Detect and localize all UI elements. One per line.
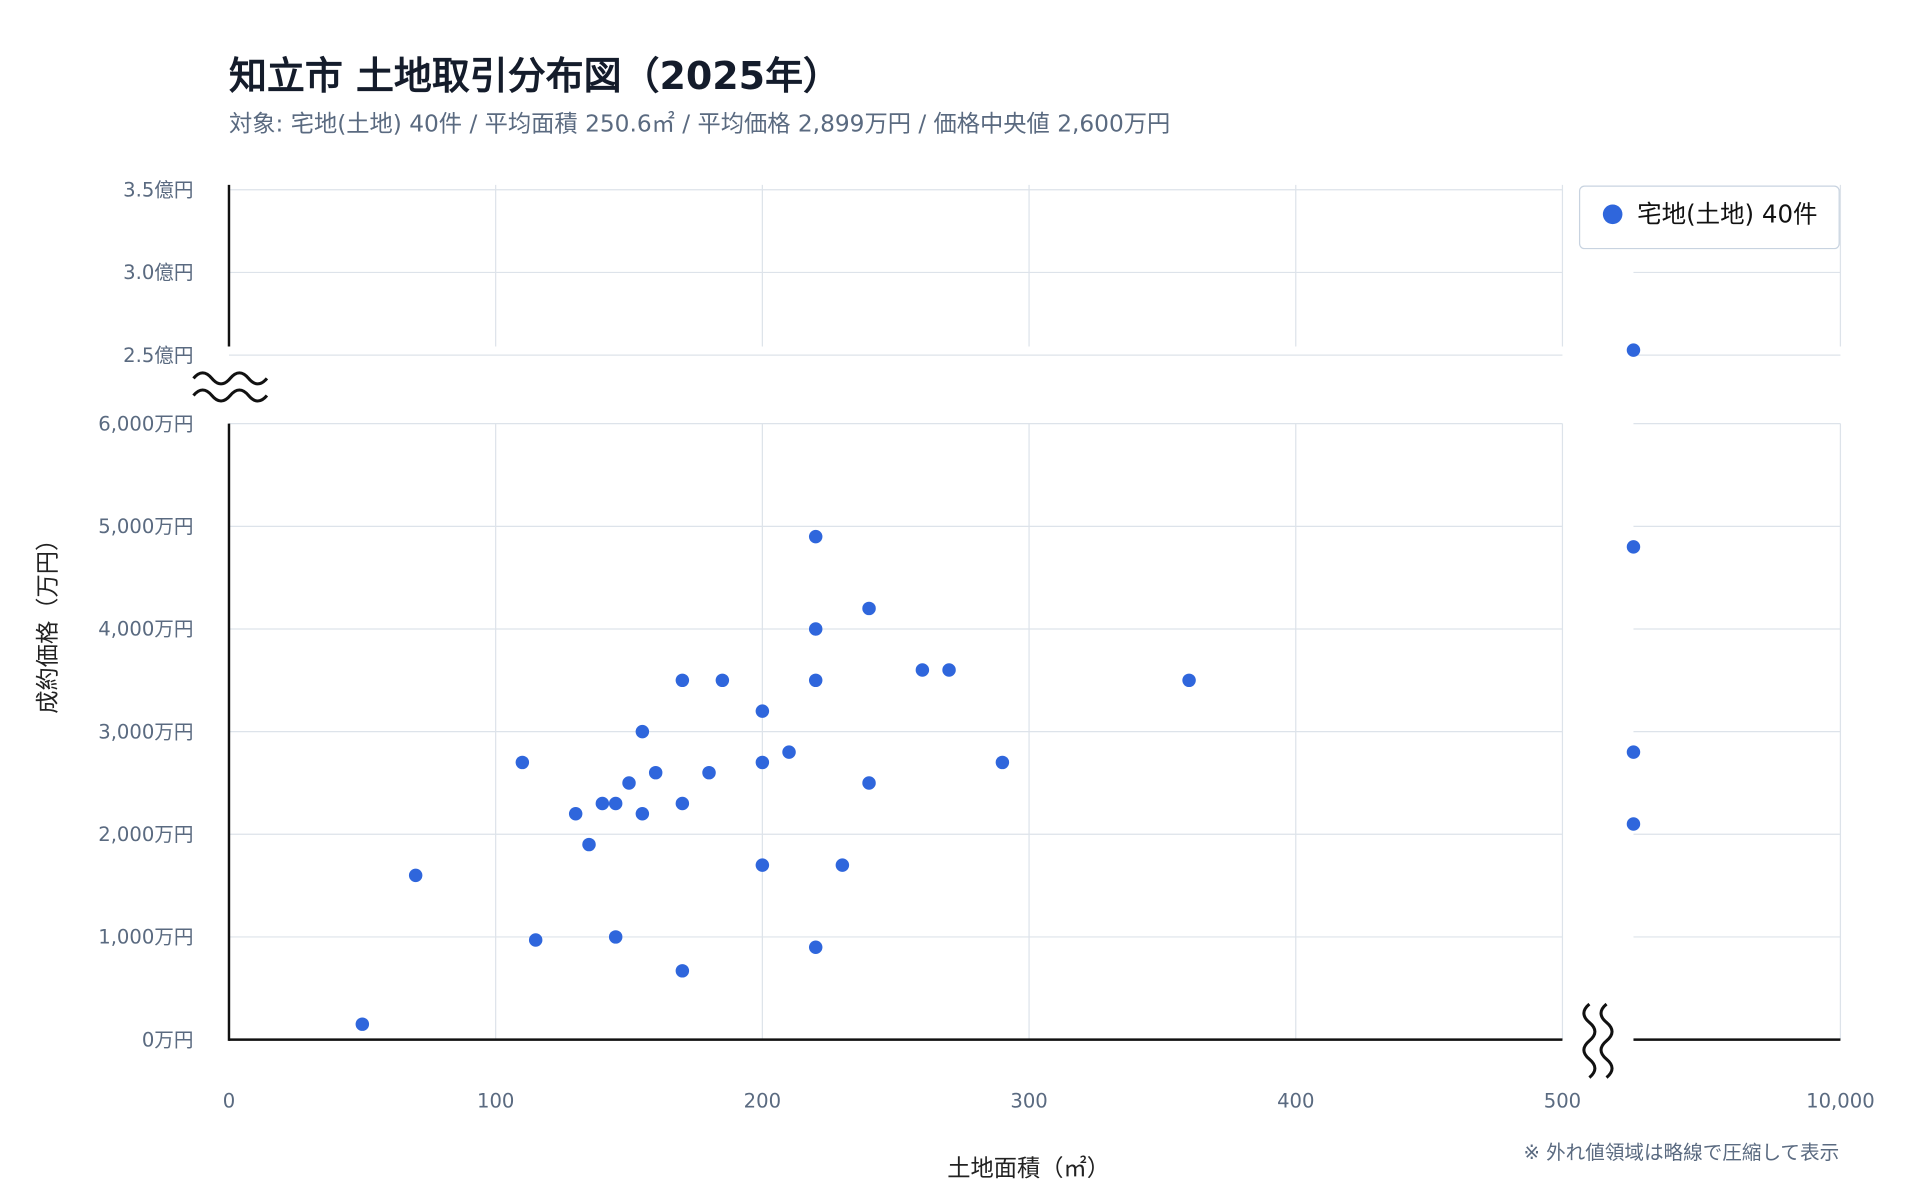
point — [862, 776, 876, 790]
y-tick-label: 3.0億円 — [123, 261, 193, 284]
point — [582, 837, 596, 852]
point — [595, 796, 610, 811]
y-break-marker — [192, 357, 269, 414]
point — [835, 858, 850, 872]
x-tick-label: 10,000 — [1806, 1090, 1875, 1113]
point — [635, 807, 650, 821]
x-break-marker — [1567, 1002, 1629, 1079]
y-tick-label: 6,000万円 — [98, 412, 193, 435]
point — [622, 776, 636, 790]
point — [755, 704, 770, 718]
points — [355, 343, 1641, 1031]
point — [755, 755, 770, 770]
point — [942, 663, 956, 677]
y-tick-label: 0万円 — [142, 1028, 194, 1051]
point — [808, 529, 823, 544]
y-tick-label: 5,000万円 — [98, 515, 193, 538]
x-tick-label: 0 — [223, 1090, 235, 1113]
y-tick-label: 4,000万円 — [98, 618, 193, 641]
point — [702, 765, 716, 780]
point — [355, 1017, 370, 1031]
point — [648, 765, 663, 780]
chart-title: 知立市 土地取引分布図（2025年） — [229, 54, 841, 98]
annotation: ※ 外れ値領域は略線で圧縮して表示 — [1523, 1141, 1839, 1164]
point — [408, 868, 423, 883]
point — [808, 622, 823, 636]
point — [675, 673, 690, 688]
point — [608, 796, 623, 811]
y-axis-label: 成約価格（万円） — [34, 528, 61, 714]
point — [608, 930, 623, 944]
point — [568, 807, 583, 821]
legend-label: 宅地(土地) 40件 — [1637, 200, 1817, 229]
point — [755, 858, 770, 872]
y-tick-label: 2.5億円 — [123, 344, 193, 367]
point — [675, 796, 690, 811]
point — [635, 724, 650, 739]
legend-box — [1578, 185, 1840, 250]
legend-marker — [1602, 204, 1623, 225]
x-tick-label: 500 — [1544, 1090, 1581, 1113]
point — [1626, 343, 1641, 357]
chart-subtitle: 対象: 宅地(土地) 40件 / 平均面積 250.6㎡ / 平均価格 2,89… — [229, 110, 1170, 137]
point — [1626, 817, 1641, 831]
point — [675, 964, 690, 978]
point — [1626, 540, 1641, 554]
legend: 宅地(土地) 40件 — [1578, 185, 1840, 250]
x-tick-label: 200 — [744, 1090, 781, 1113]
x-tick-label: 100 — [477, 1090, 514, 1113]
point — [915, 663, 930, 677]
point — [995, 755, 1010, 770]
y-tick-label: 3,000万円 — [98, 720, 193, 743]
x-tick-label: 300 — [1010, 1090, 1047, 1113]
point — [1182, 673, 1196, 688]
point — [808, 940, 823, 954]
point — [808, 673, 823, 688]
axes — [192, 184, 1841, 1079]
point — [862, 601, 876, 616]
point — [528, 933, 543, 947]
grid — [228, 184, 1842, 1041]
x-tick-label: 400 — [1277, 1090, 1314, 1113]
point — [782, 745, 796, 759]
y-tick-label: 3.5億円 — [123, 179, 193, 202]
x-axis-label: 土地面積（㎡） — [947, 1155, 1110, 1182]
point — [715, 673, 730, 688]
y-tick-label: 1,000万円 — [98, 926, 193, 949]
point — [1626, 745, 1641, 759]
point — [515, 755, 530, 770]
y-tick-label: 2,000万円 — [98, 823, 193, 846]
